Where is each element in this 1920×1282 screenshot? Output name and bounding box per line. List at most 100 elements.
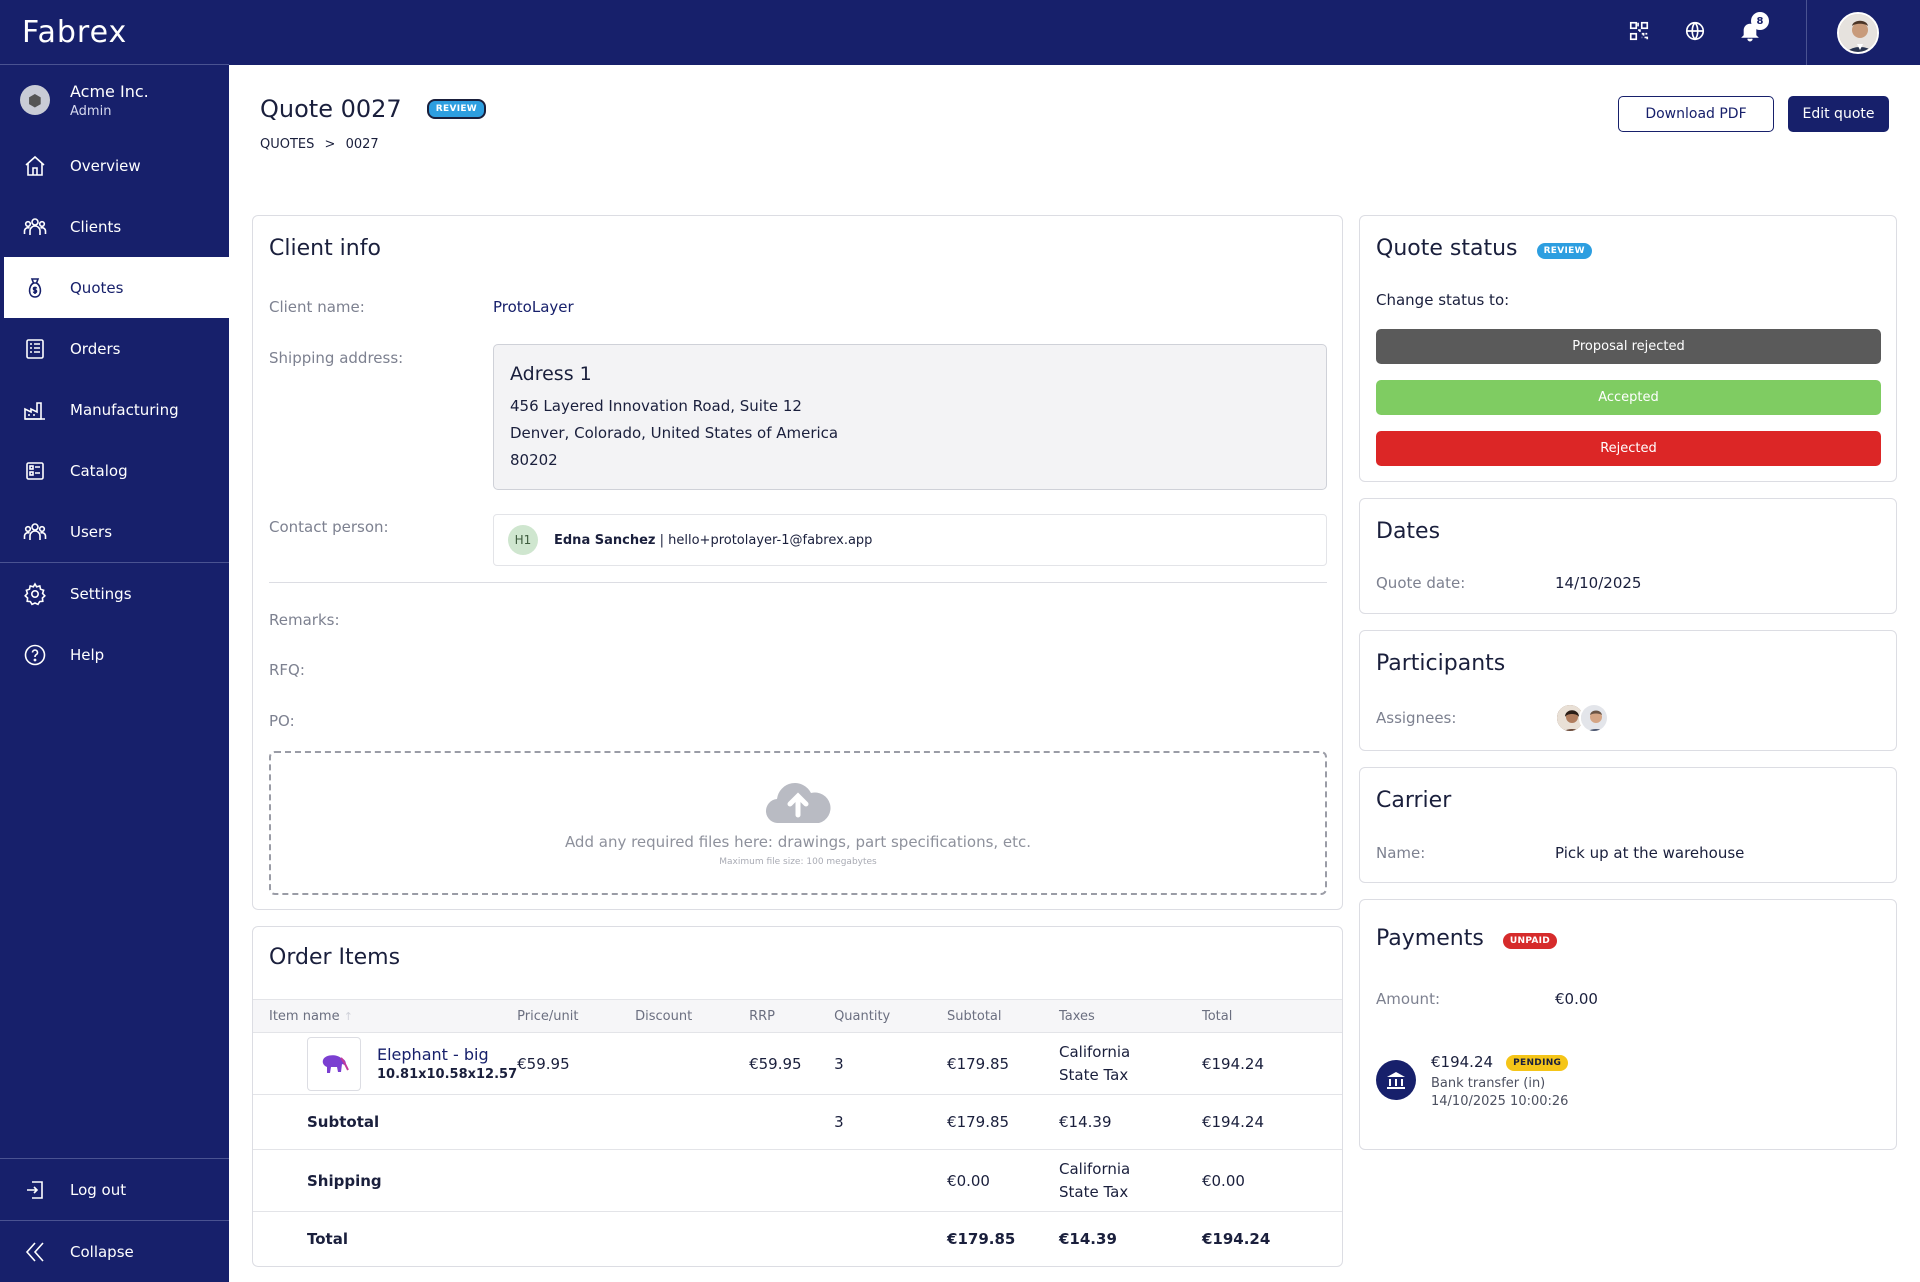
assignee-avatar[interactable] xyxy=(1579,703,1609,733)
transaction-status-badge: PENDING xyxy=(1506,1054,1569,1071)
users-icon xyxy=(22,519,48,545)
sidebar-item-settings[interactable]: Settings xyxy=(0,563,229,624)
sidebar-item-help[interactable]: Help xyxy=(0,624,229,685)
dates-title: Dates xyxy=(1376,519,1441,544)
table-row[interactable]: Elephant - big 10.81x10.58x12.57 €59.95 … xyxy=(253,1032,1342,1095)
collapse-label: Collapse xyxy=(70,1242,134,1261)
sidebar-item-label: Catalog xyxy=(70,461,128,480)
logout-button[interactable]: Log out xyxy=(0,1159,229,1220)
sidebar-item-orders[interactable]: Orders xyxy=(0,318,229,379)
payments-card: Payments UNPAID Amount: €0.00 €194.24 PE… xyxy=(1359,899,1897,1150)
transaction-amount: €194.24 xyxy=(1431,1053,1494,1071)
sidebar: Fabrex ⬢ Acme Inc. Admin Overview Client… xyxy=(0,0,229,1282)
address-line-2: Denver, Colorado, United States of Ameri… xyxy=(510,424,839,442)
quote-status-title: Quote status xyxy=(1376,236,1518,261)
file-upload-dropzone[interactable]: Add any required files here: drawings, p… xyxy=(269,751,1327,895)
notifications-button[interactable]: 8 xyxy=(1739,12,1769,44)
edit-quote-button[interactable]: Edit quote xyxy=(1788,96,1889,132)
amount-value: €0.00 xyxy=(1555,990,1598,1008)
carrier-title: Carrier xyxy=(1376,788,1452,813)
client-name-link[interactable]: ProtoLayer xyxy=(493,298,574,316)
sidebar-item-catalog[interactable]: Catalog xyxy=(0,440,229,501)
bank-transfer-icon xyxy=(1376,1060,1416,1100)
sidebar-divider xyxy=(0,1220,229,1221)
subtotal-row: Subtotal 3 €179.85 €14.39 €194.24 xyxy=(253,1094,1342,1150)
cloud-upload-icon xyxy=(271,775,1325,825)
client-info-card: Client info Client name: ProtoLayer Ship… xyxy=(252,215,1343,910)
qr-code-icon[interactable] xyxy=(1628,20,1652,44)
orders-icon xyxy=(22,336,48,362)
upload-instructions: Add any required files here: drawings, p… xyxy=(564,833,1032,851)
breadcrumb-separator: > xyxy=(324,137,336,152)
globe-icon[interactable] xyxy=(1684,20,1708,44)
subtotal-quantity: 3 xyxy=(834,1094,948,1150)
sidebar-item-label: Manufacturing xyxy=(70,400,179,419)
rejected-button[interactable]: Rejected xyxy=(1376,431,1881,466)
total-row: Total €179.85 €14.39 €194.24 xyxy=(253,1212,1342,1266)
sidebar-item-manufacturing[interactable]: Manufacturing xyxy=(0,379,229,440)
payment-status-badge: UNPAID xyxy=(1502,932,1558,949)
sidebar-item-users[interactable]: Users xyxy=(0,501,229,562)
clients-icon xyxy=(22,214,48,240)
address-title: Adress 1 xyxy=(510,363,592,385)
participants-card: Participants Assignees: xyxy=(1359,630,1897,751)
help-icon xyxy=(22,642,48,668)
sidebar-item-overview[interactable]: Overview xyxy=(0,135,229,196)
column-header-item-name[interactable]: Item name ↑ xyxy=(253,999,518,1033)
transaction-datetime: 14/10/2025 10:00:26 xyxy=(1431,1094,1569,1109)
quote-date-value: 14/10/2025 xyxy=(1555,574,1642,592)
user-avatar[interactable] xyxy=(1837,12,1879,54)
logout-icon xyxy=(22,1177,48,1203)
accepted-button[interactable]: Accepted xyxy=(1376,380,1881,415)
column-header-total: Total xyxy=(1201,999,1342,1033)
shipping-address-label: Shipping address: xyxy=(269,349,404,367)
org-logo-icon: ⬢ xyxy=(20,85,50,115)
rfq-label: RFQ: xyxy=(269,661,305,679)
breadcrumb-quotes-link[interactable]: QUOTES xyxy=(260,137,315,152)
proposal-rejected-button[interactable]: Proposal rejected xyxy=(1376,329,1881,364)
contact-person-box[interactable]: H1 Edna Sanchez | hello+protolayer-1@fab… xyxy=(493,514,1327,566)
contact-separator: | xyxy=(655,532,669,548)
sidebar-item-quotes[interactable]: Quotes xyxy=(4,257,229,318)
item-discount xyxy=(635,1032,750,1095)
item-thumbnail xyxy=(307,1036,361,1091)
page-title: Quote 0027 xyxy=(260,95,402,123)
shipping-label: Shipping xyxy=(253,1149,518,1212)
column-header-rrp: RRP xyxy=(749,999,835,1033)
quote-date-label: Quote date: xyxy=(1376,574,1466,592)
sidebar-item-clients[interactable]: Clients xyxy=(0,196,229,257)
sidebar-item-label: Users xyxy=(70,522,113,541)
payment-transaction[interactable]: €194.24 PENDING Bank transfer (in) 14/10… xyxy=(1431,1052,1568,1109)
catalog-icon xyxy=(22,458,48,484)
payments-title: Payments xyxy=(1376,926,1484,951)
carrier-name-value: Pick up at the warehouse xyxy=(1555,844,1745,862)
subtotal-taxes: €14.39 xyxy=(1059,1094,1202,1150)
shipping-address-box: Adress 1 456 Layered Innovation Road, Su… xyxy=(493,344,1327,490)
column-header-discount: Discount xyxy=(635,999,750,1033)
amount-label: Amount: xyxy=(1376,990,1440,1008)
order-items-table: Item name ↑ Price/unit Discount RRP Quan… xyxy=(253,999,1342,1266)
subtotal-label: Subtotal xyxy=(253,1094,518,1150)
shipping-total: €0.00 xyxy=(1201,1149,1342,1212)
item-name-link[interactable]: Elephant - big xyxy=(377,1045,489,1064)
change-status-label: Change status to: xyxy=(1376,291,1510,309)
shipping-subtotal: €0.00 xyxy=(947,1149,1059,1212)
contact-avatar: H1 xyxy=(508,525,538,555)
total-subtotal: €179.85 xyxy=(947,1229,1016,1248)
upload-size-limit: Maximum file size: 100 megabytes xyxy=(719,857,877,867)
page-header: Quote 0027 REVIEW QUOTES > 0027 xyxy=(260,95,487,152)
collapse-button[interactable]: Collapse xyxy=(0,1221,229,1282)
column-header-subtotal: Subtotal xyxy=(947,999,1059,1033)
download-pdf-button[interactable]: Download PDF xyxy=(1618,96,1774,132)
shipping-row: Shipping €0.00 California State Tax €0.00 xyxy=(253,1149,1342,1212)
contact-name: Edna Sanchez xyxy=(554,532,656,548)
item-subtotal: €179.85 xyxy=(947,1032,1059,1095)
po-label: PO: xyxy=(269,712,295,730)
carrier-name-label: Name: xyxy=(1376,844,1426,862)
account-switcher[interactable]: ⬢ Acme Inc. Admin xyxy=(0,65,229,135)
sidebar-divider xyxy=(0,562,229,563)
dates-card: Dates Quote date: 14/10/2025 xyxy=(1359,498,1897,614)
item-total: €194.24 xyxy=(1201,1032,1342,1095)
transaction-method: Bank transfer (in) xyxy=(1431,1076,1546,1091)
column-header-quantity: Quantity xyxy=(834,999,948,1033)
